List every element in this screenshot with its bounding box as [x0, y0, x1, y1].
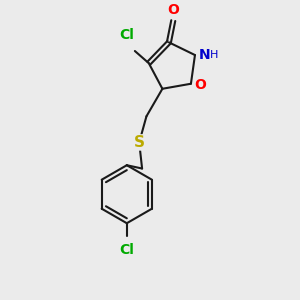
Text: N: N	[198, 48, 210, 62]
Text: O: O	[194, 78, 206, 92]
Text: Cl: Cl	[119, 243, 134, 256]
Text: Cl: Cl	[120, 28, 134, 42]
Text: H: H	[210, 50, 218, 60]
Text: O: O	[167, 3, 179, 17]
Text: S: S	[134, 135, 145, 150]
